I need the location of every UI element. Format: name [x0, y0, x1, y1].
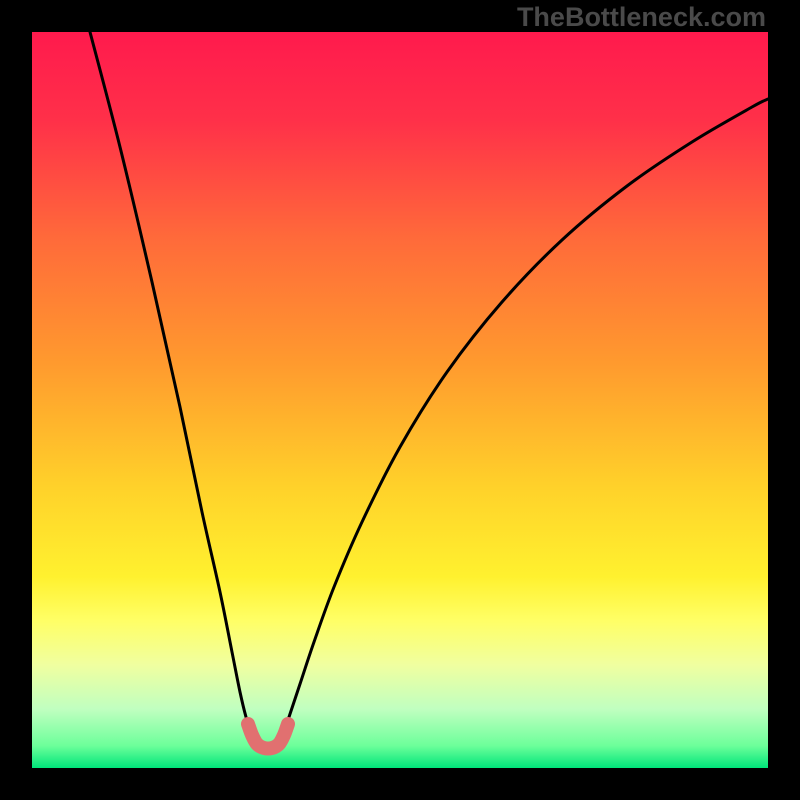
curve-layer — [32, 32, 768, 768]
plot-area — [32, 32, 768, 768]
bottleneck-curve-right — [284, 99, 768, 732]
watermark-label: TheBottleneck.com — [517, 2, 766, 33]
optimal-range-marker — [248, 724, 288, 749]
bottleneck-curve-left — [90, 32, 251, 732]
